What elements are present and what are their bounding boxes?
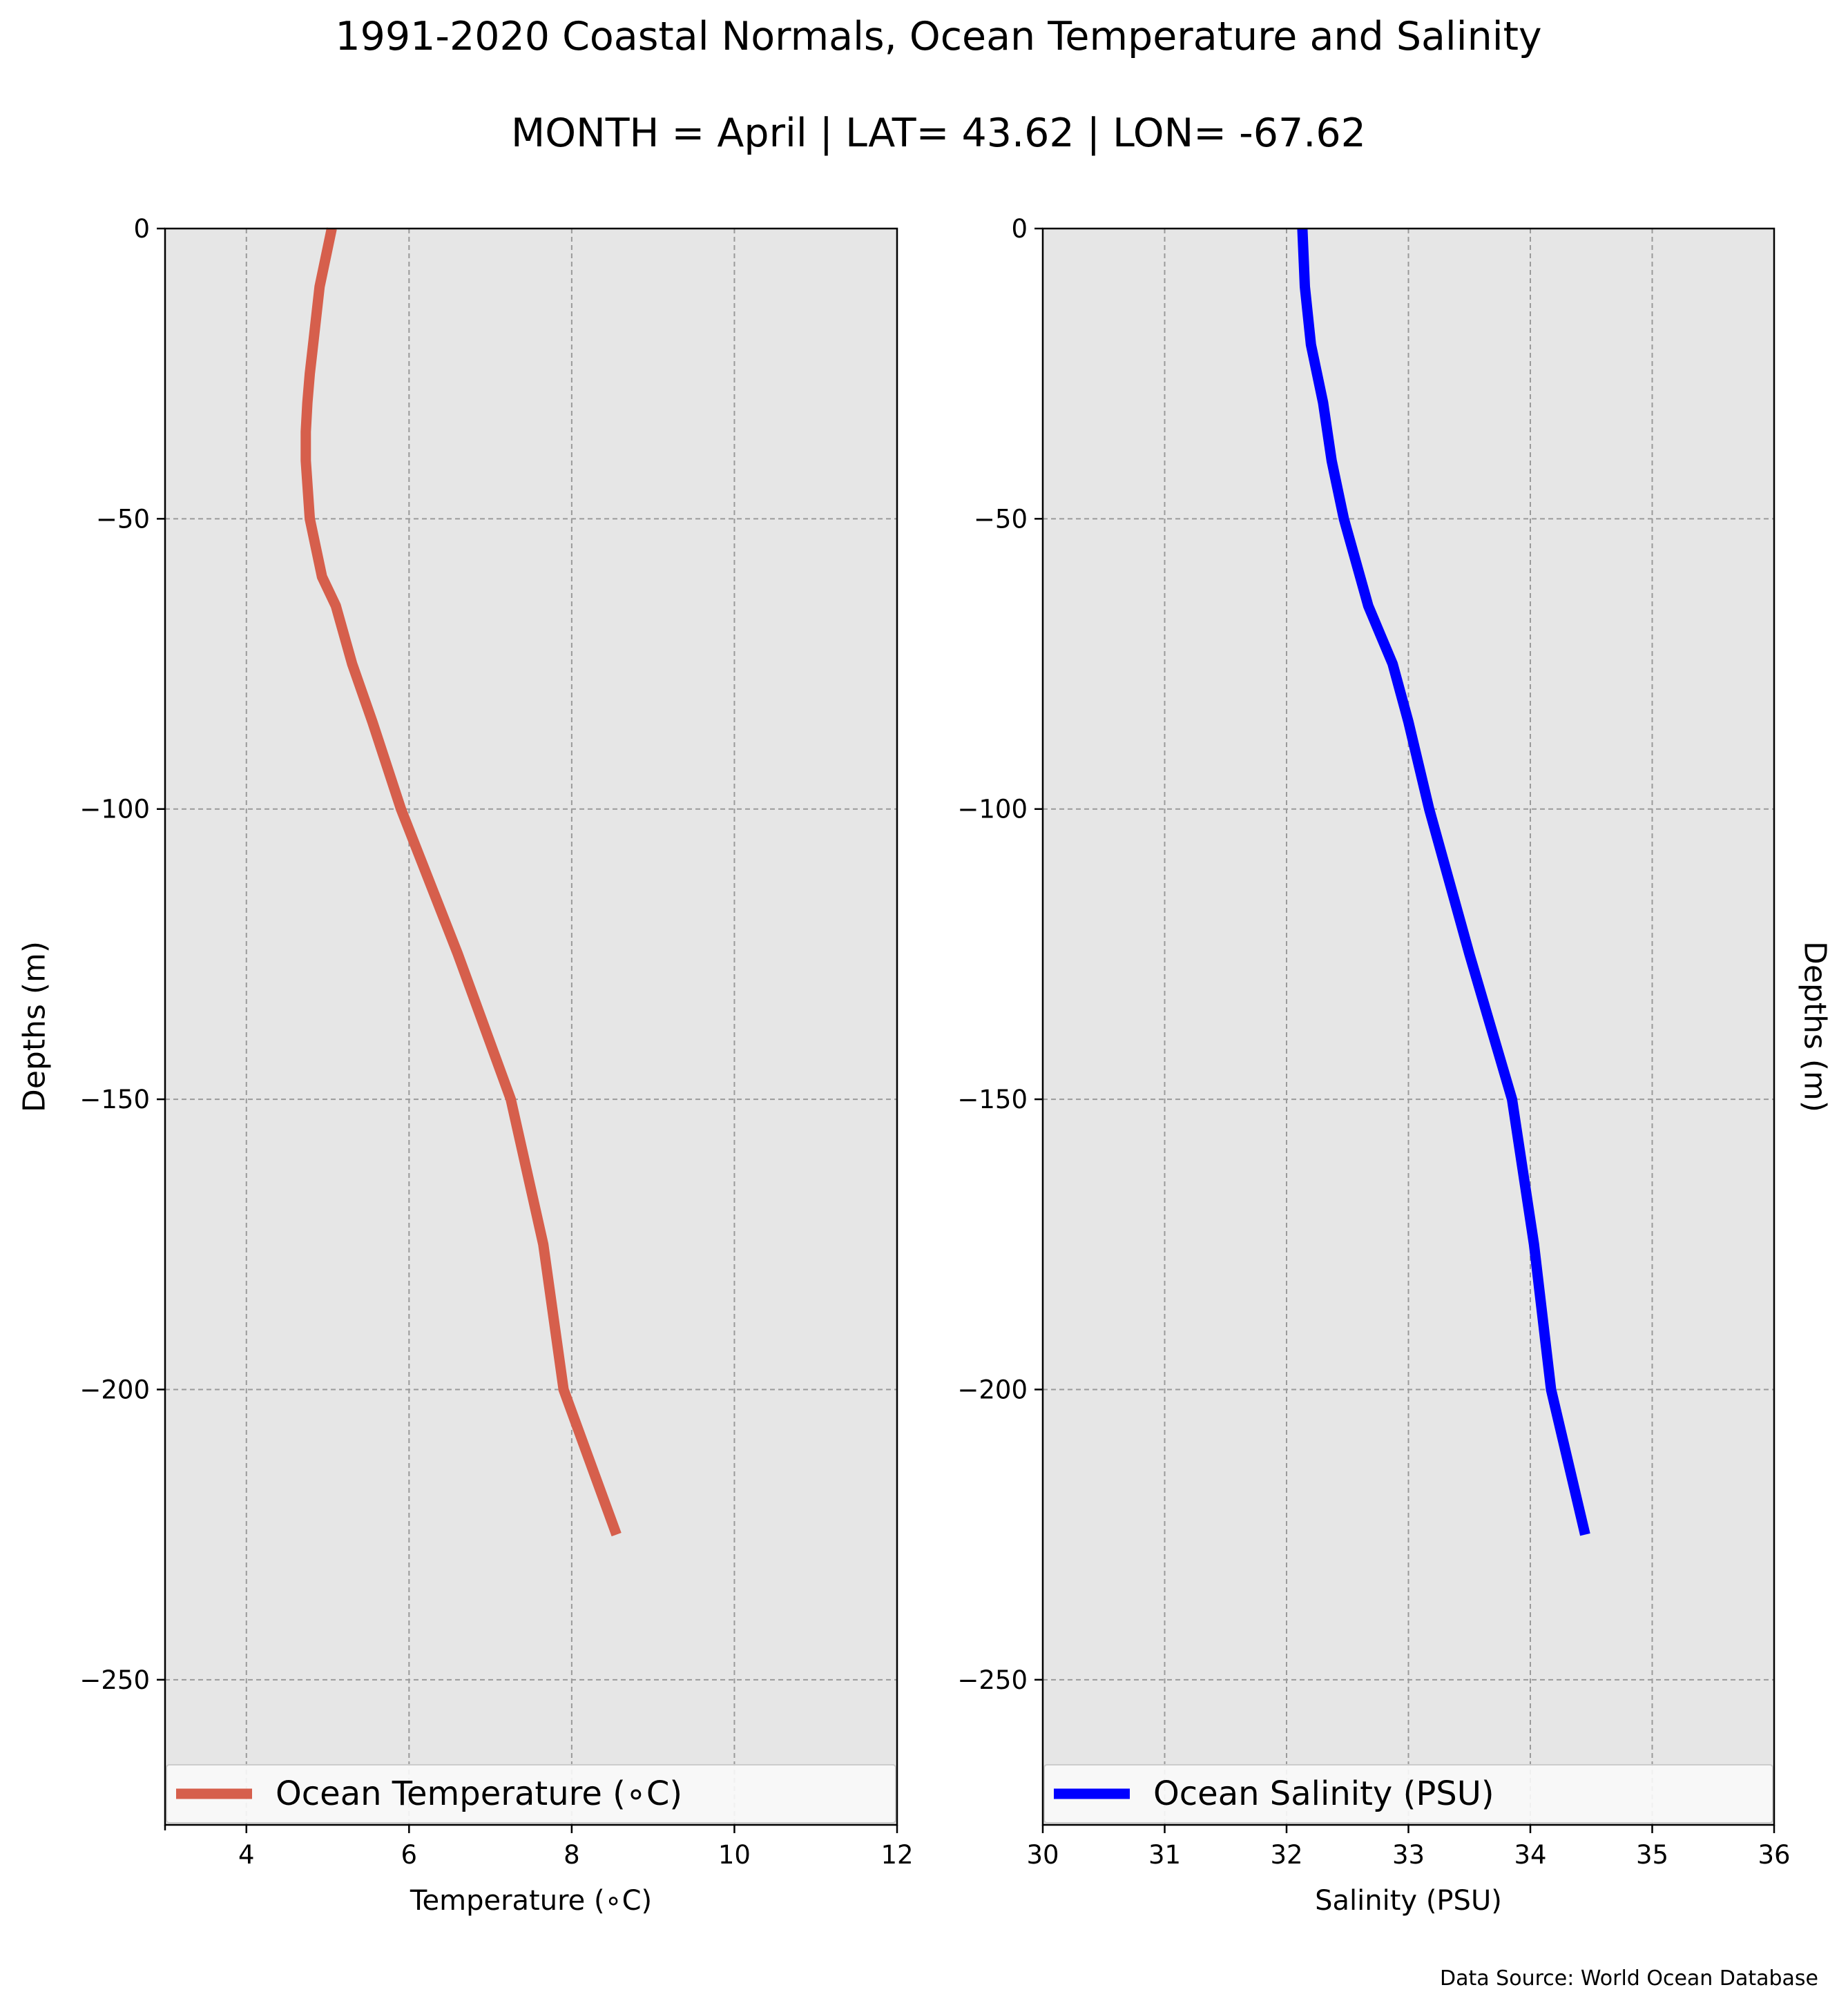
- salinity-x-tick-label: 36: [1758, 1840, 1790, 1870]
- temperature-gridlines: [165, 229, 897, 1825]
- temperature-line: [300, 227, 622, 1537]
- temperature-legend: Ocean Temperature (∘C): [166, 1764, 896, 1823]
- temperature-y-tick-label: −50: [96, 504, 150, 534]
- temperature-legend-box: [166, 1764, 896, 1823]
- salinity-legend: Ocean Salinity (PSU): [1043, 1764, 1773, 1823]
- temperature-y-tick-label: −250: [79, 1665, 150, 1695]
- salinity-x-tick-label: 30: [1026, 1840, 1059, 1870]
- salinity-y-tick-label: −200: [957, 1375, 1028, 1404]
- salinity-gridlines: [1043, 229, 1774, 1825]
- temperature-x-ticks: 4 6 8 10 12: [164, 1825, 914, 1870]
- temperature-axes-frame: [164, 227, 898, 1826]
- salinity-y-tick-label: −100: [957, 795, 1028, 824]
- temperature-axes-spine: [164, 227, 898, 1826]
- salinity-y-tick-label: −50: [974, 504, 1028, 534]
- temperature-panel: Ocean Temperature (∘C) 4 6 8 10 12 0 −50 −100 −…: [17, 214, 914, 1917]
- temperature-y-tick-label: −100: [79, 795, 150, 824]
- temperature-x-tick-label: 6: [401, 1840, 418, 1870]
- temperature-legend-label: Ocean Temperature (∘C): [276, 1774, 682, 1813]
- salinity-x-tick-label: 35: [1636, 1840, 1668, 1870]
- salinity-legend-box: [1043, 1764, 1773, 1823]
- salinity-y-ticks: 0 −50 −100 −150 −200 −250: [957, 214, 1043, 1695]
- salinity-legend-label: Ocean Salinity (PSU): [1153, 1774, 1494, 1813]
- temperature-plot-area: [165, 229, 897, 1825]
- salinity-panel: Ocean Salinity (PSU) 30 31 32 33 34 35 36 0 −50…: [957, 214, 1832, 1917]
- temperature-x-tick-label: 4: [238, 1840, 255, 1870]
- temperature-y-tick-label: 0: [133, 214, 150, 244]
- data-source-note: Data Source: World Ocean Database: [1440, 1966, 1818, 1991]
- temperature-y-axis-label: Depths (m): [17, 941, 52, 1112]
- salinity-x-tick-label: 32: [1270, 1840, 1302, 1870]
- temperature-x-tick-label: 10: [718, 1840, 751, 1870]
- salinity-y-tick-label: −150: [957, 1085, 1028, 1114]
- salinity-x-axis-label: Salinity (PSU): [1315, 1885, 1502, 1917]
- temperature-y-tick-label: −150: [79, 1085, 150, 1114]
- chart-title: 1991-2020 Coastal Normals, Ocean Tempera…: [335, 14, 1541, 59]
- salinity-line: [1297, 228, 1590, 1536]
- salinity-y-tick-label: −250: [957, 1665, 1028, 1695]
- salinity-y-tick-label: 0: [1011, 214, 1028, 244]
- temperature-y-tick-label: −200: [79, 1375, 150, 1404]
- temperature-x-tick-label: 12: [880, 1840, 913, 1870]
- temperature-x-axis-label: Temperature (∘C): [410, 1885, 652, 1917]
- salinity-x-tick-label: 34: [1514, 1840, 1546, 1870]
- salinity-x-tick-label: 31: [1148, 1840, 1181, 1870]
- temperature-y-ticks: 0 −50 −100 −150 −200 −250: [79, 214, 165, 1695]
- chart-subtitle: MONTH = April | LAT= 43.62 | LON= -67.62: [511, 110, 1366, 156]
- salinity-y-axis-label: Depths (m): [1798, 941, 1833, 1112]
- salinity-x-tick-label: 33: [1392, 1840, 1425, 1870]
- salinity-x-ticks: 30 31 32 33 34 35 36: [1026, 1825, 1791, 1870]
- temperature-x-tick-label: 8: [564, 1840, 580, 1870]
